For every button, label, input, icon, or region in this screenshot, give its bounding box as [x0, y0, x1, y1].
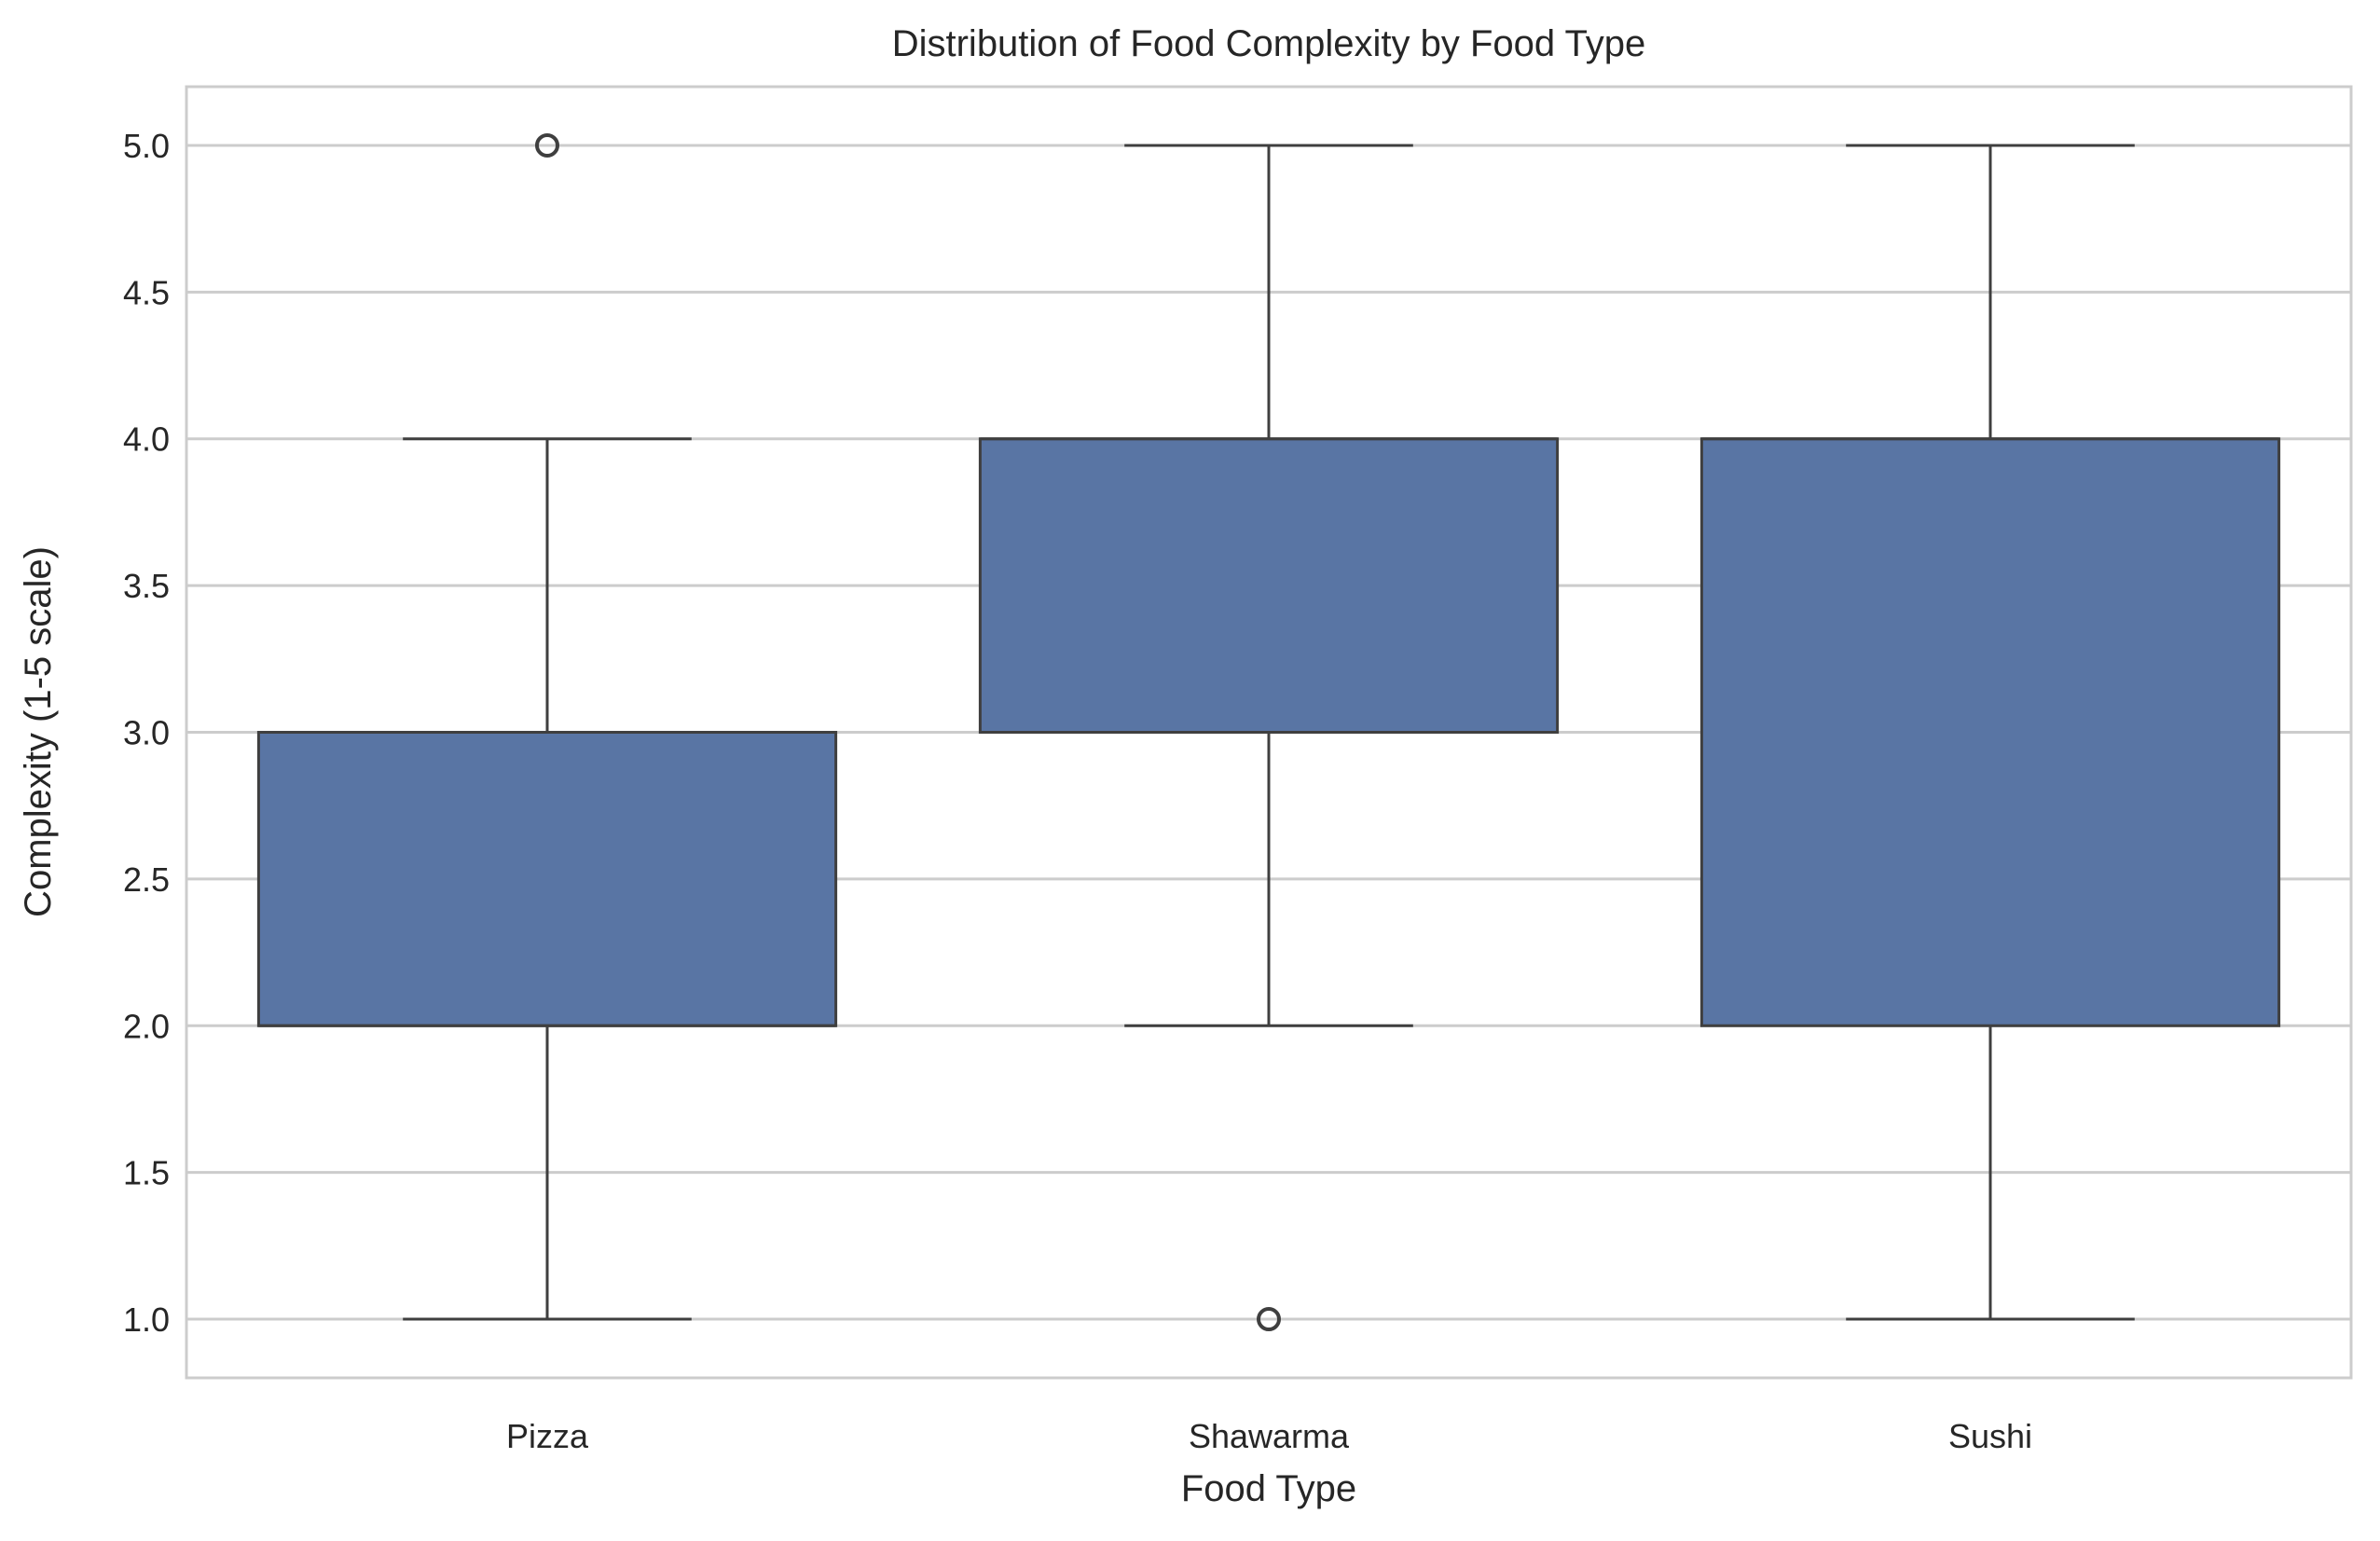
y-tick-label: 2.5	[123, 860, 170, 899]
outlier-point	[1257, 1307, 1281, 1332]
iqr-box	[256, 731, 838, 1027]
y-tick-label: 1.0	[123, 1300, 170, 1339]
x-tick-label: Pizza	[506, 1417, 589, 1455]
outlier-point	[535, 132, 559, 158]
box-group-shawarma	[978, 144, 1560, 1332]
box-group-pizza	[256, 132, 838, 1321]
x-tick-label: Shawarma	[1189, 1417, 1350, 1455]
y-tick-label: 5.0	[123, 127, 170, 165]
x-axis-label: Food Type	[1181, 1468, 1356, 1509]
y-tick-label: 4.5	[123, 273, 170, 311]
y-tick-label: 4.0	[123, 420, 170, 459]
x-axis-ticks: Pizza Shawarma Sushi	[506, 1417, 2032, 1455]
iqr-box	[978, 437, 1560, 734]
chart-title: Distribution of Food Complexity by Food …	[892, 23, 1646, 64]
y-tick-label: 3.0	[123, 714, 170, 752]
plot-area	[256, 132, 2281, 1332]
y-axis-ticks: 1.0 1.5 2.0 2.5 3.0 3.5 4.0 4.5 5.0	[123, 127, 170, 1339]
axes-frame	[185, 85, 2353, 1380]
iqr-box	[1699, 437, 2281, 1027]
y-tick-label: 3.5	[123, 567, 170, 605]
y-axis-label: Complexity (1-5 scale)	[18, 546, 59, 917]
box-group-sushi	[1699, 144, 2281, 1321]
y-tick-label: 2.0	[123, 1007, 170, 1045]
x-tick-label: Sushi	[1948, 1417, 2032, 1455]
y-tick-label: 1.5	[123, 1154, 170, 1192]
